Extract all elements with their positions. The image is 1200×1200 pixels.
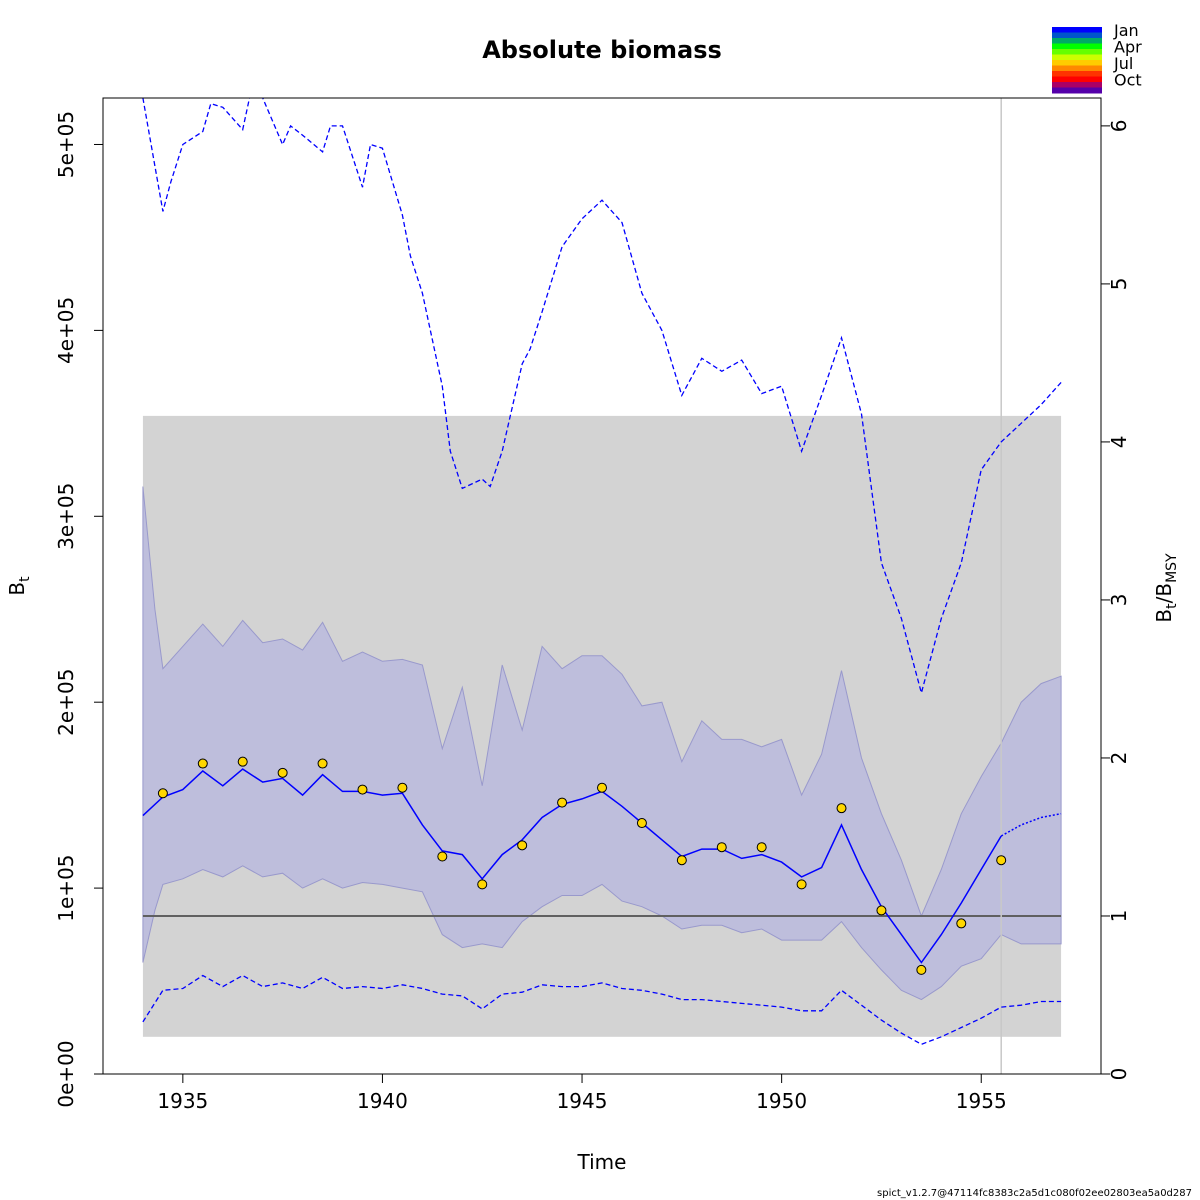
month-swatch [1052, 76, 1102, 83]
plot-frame [102, 97, 1102, 1075]
y2-tick-label: 0 [1107, 1068, 1131, 1081]
y-tick-label: 1e+05 [54, 854, 78, 921]
observation-point [277, 767, 288, 778]
y2-tick-label: 3 [1107, 594, 1131, 607]
month-swatch [1052, 71, 1102, 77]
version-footer: spict_v1.2.7@47114fc8383c2a5d1c080f02ee0… [877, 1188, 1192, 1199]
month-swatch [1052, 49, 1102, 55]
y-tick-label: 2e+05 [54, 669, 78, 736]
observation-point [557, 797, 568, 808]
y2-tick-label: 2 [1107, 752, 1131, 765]
month-swatch [1052, 38, 1102, 44]
x-tick-label: 1945 [557, 1089, 608, 1113]
month-label: Jan [1113, 21, 1139, 40]
x-tick-label: 1935 [157, 1089, 208, 1113]
y2-tick-label: 1 [1107, 910, 1131, 923]
y2-tick-label: 5 [1107, 278, 1131, 291]
observation-point [397, 782, 408, 793]
month-label: Oct [1114, 71, 1142, 90]
month-swatch [1052, 54, 1102, 61]
plot-area: 1935 1940 1945 1950 1955 0e+00 1e+05 2e+05 3e+05… [54, 97, 1131, 1113]
month-swatch [1052, 82, 1102, 88]
x-tick-label: 1950 [756, 1089, 807, 1113]
observation-point [237, 756, 248, 767]
month-swatch [1052, 60, 1102, 66]
observation-point [636, 818, 647, 829]
month-swatch [1052, 27, 1102, 33]
observation-point [317, 758, 328, 769]
observation-point [597, 782, 607, 793]
chart-title: Absolute biomass [482, 36, 722, 64]
month-label: Apr [1114, 38, 1142, 57]
y-tick-label: 4e+05 [54, 297, 78, 364]
y-tick-label: 0e+00 [54, 1040, 78, 1107]
y-tick-label: 3e+05 [54, 483, 78, 550]
prediction-lower-line [142, 974, 1062, 1046]
observation-point [876, 905, 887, 916]
observation-point [836, 803, 847, 814]
month-swatch [1052, 65, 1102, 72]
y2-axis-label: Bt/BMSY [1152, 553, 1180, 623]
observation-point [676, 855, 687, 866]
y-tick-label: 5e+05 [54, 111, 78, 178]
month-swatch [1052, 87, 1102, 94]
observation-point [517, 840, 528, 851]
observation-point [157, 788, 168, 799]
observation-point [357, 784, 368, 795]
biomass-ci-band [142, 486, 1062, 1001]
observation-point [437, 851, 448, 862]
observation-point [916, 964, 927, 975]
observation-point [477, 879, 488, 890]
month-label: Jul [1113, 54, 1133, 73]
observation-point [716, 842, 727, 853]
x-tick-label: 1940 [357, 1089, 408, 1113]
plot-content [142, 98, 1062, 1074]
month-swatch [1052, 32, 1102, 39]
y2-tick-label: 4 [1107, 436, 1131, 449]
observation-point [996, 855, 1007, 866]
y2-tick-label: 6 [1107, 120, 1131, 133]
y-axis-label: Bt [5, 576, 33, 596]
observation-point [197, 758, 208, 769]
month-swatch [1052, 43, 1102, 50]
prediction-upper-line [142, 98, 1062, 696]
x-tick-label: 1955 [956, 1089, 1007, 1113]
biomass-estimate-line [142, 768, 1002, 964]
observation-point [756, 842, 767, 853]
x-axis-label: Time [577, 1150, 627, 1174]
observation-point [796, 879, 807, 890]
observation-point [956, 918, 967, 929]
biomass-forecast-line [1000, 812, 1062, 837]
